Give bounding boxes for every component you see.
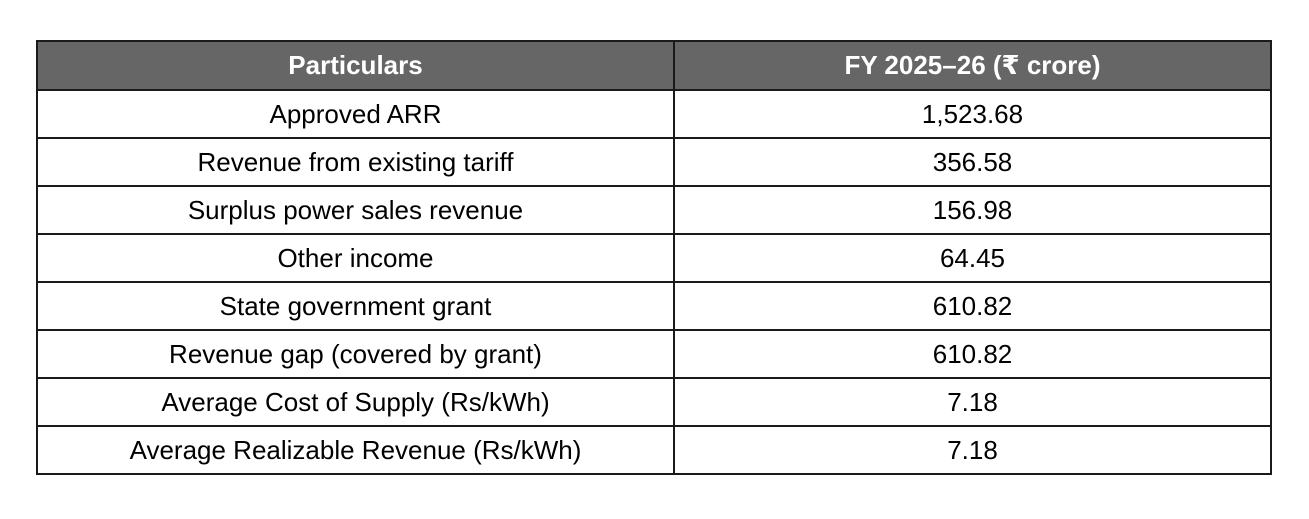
table-row: Revenue gap (covered by grant) 610.82 xyxy=(36,329,1272,379)
row-label: Revenue from existing tariff xyxy=(36,137,675,187)
row-value: 610.82 xyxy=(673,281,1272,331)
row-label: Approved ARR xyxy=(36,89,675,139)
table-row: Average Realizable Revenue (Rs/kWh) 7.18 xyxy=(36,425,1272,475)
row-label: Average Realizable Revenue (Rs/kWh) xyxy=(36,425,675,475)
row-label: Other income xyxy=(36,233,675,283)
row-value: 610.82 xyxy=(673,329,1272,379)
table-row: Other income 64.45 xyxy=(36,233,1272,283)
row-value: 356.58 xyxy=(673,137,1272,187)
row-value: 1,523.68 xyxy=(673,89,1272,139)
table-row: Revenue from existing tariff 356.58 xyxy=(36,137,1272,187)
row-label: Average Cost of Supply (Rs/kWh) xyxy=(36,377,675,427)
row-value: 7.18 xyxy=(673,425,1272,475)
table-row: State government grant 610.82 xyxy=(36,281,1272,331)
header-fy-value: FY 2025–26 (₹ crore) xyxy=(673,40,1272,91)
table-row: Surplus power sales revenue 156.98 xyxy=(36,185,1272,235)
row-label: State government grant xyxy=(36,281,675,331)
table-row: Approved ARR 1,523.68 xyxy=(36,89,1272,139)
table-header-row: Particulars FY 2025–26 (₹ crore) xyxy=(36,40,1272,91)
row-value: 156.98 xyxy=(673,185,1272,235)
table-row: Average Cost of Supply (Rs/kWh) 7.18 xyxy=(36,377,1272,427)
row-value: 64.45 xyxy=(673,233,1272,283)
row-label: Surplus power sales revenue xyxy=(36,185,675,235)
tariff-summary-table: Particulars FY 2025–26 (₹ crore) Approve… xyxy=(36,40,1272,475)
row-value: 7.18 xyxy=(673,377,1272,427)
row-label: Revenue gap (covered by grant) xyxy=(36,329,675,379)
header-particulars: Particulars xyxy=(36,40,675,91)
